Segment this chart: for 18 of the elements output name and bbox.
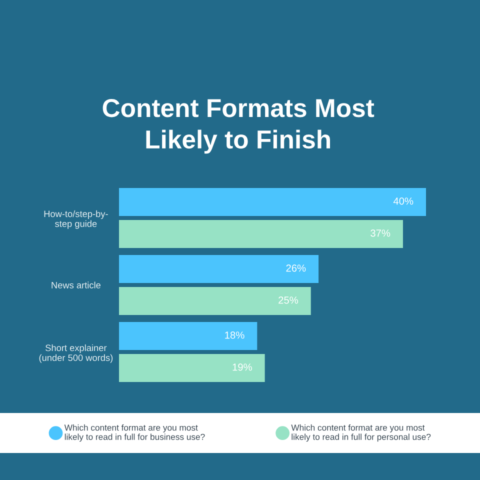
y-tick-label: Short explainer (under 500 words) [39, 344, 113, 363]
data-label: 19% [232, 364, 252, 371]
bar [119, 254, 319, 283]
data-label: 18% [225, 332, 244, 339]
data-label: 26% [286, 264, 306, 272]
y-tick-label: News article [52, 282, 100, 288]
y-tick-label: How-to/step-by- step guide [44, 210, 108, 229]
legend-label: Which content format are you most likely to read in full for personal use? [291, 424, 431, 442]
bar [119, 188, 426, 216]
chart-title: Content Formats Most Likely to Finish [102, 99, 374, 154]
data-label: 25% [278, 296, 298, 304]
data-label: 40% [393, 198, 414, 205]
bar [119, 220, 403, 248]
bar [119, 287, 311, 316]
bar [119, 322, 258, 350]
legend-label: Which content format are you most likely to read in full for business use? [64, 424, 205, 442]
bar [119, 354, 265, 382]
data-label: 37% [370, 230, 390, 237]
